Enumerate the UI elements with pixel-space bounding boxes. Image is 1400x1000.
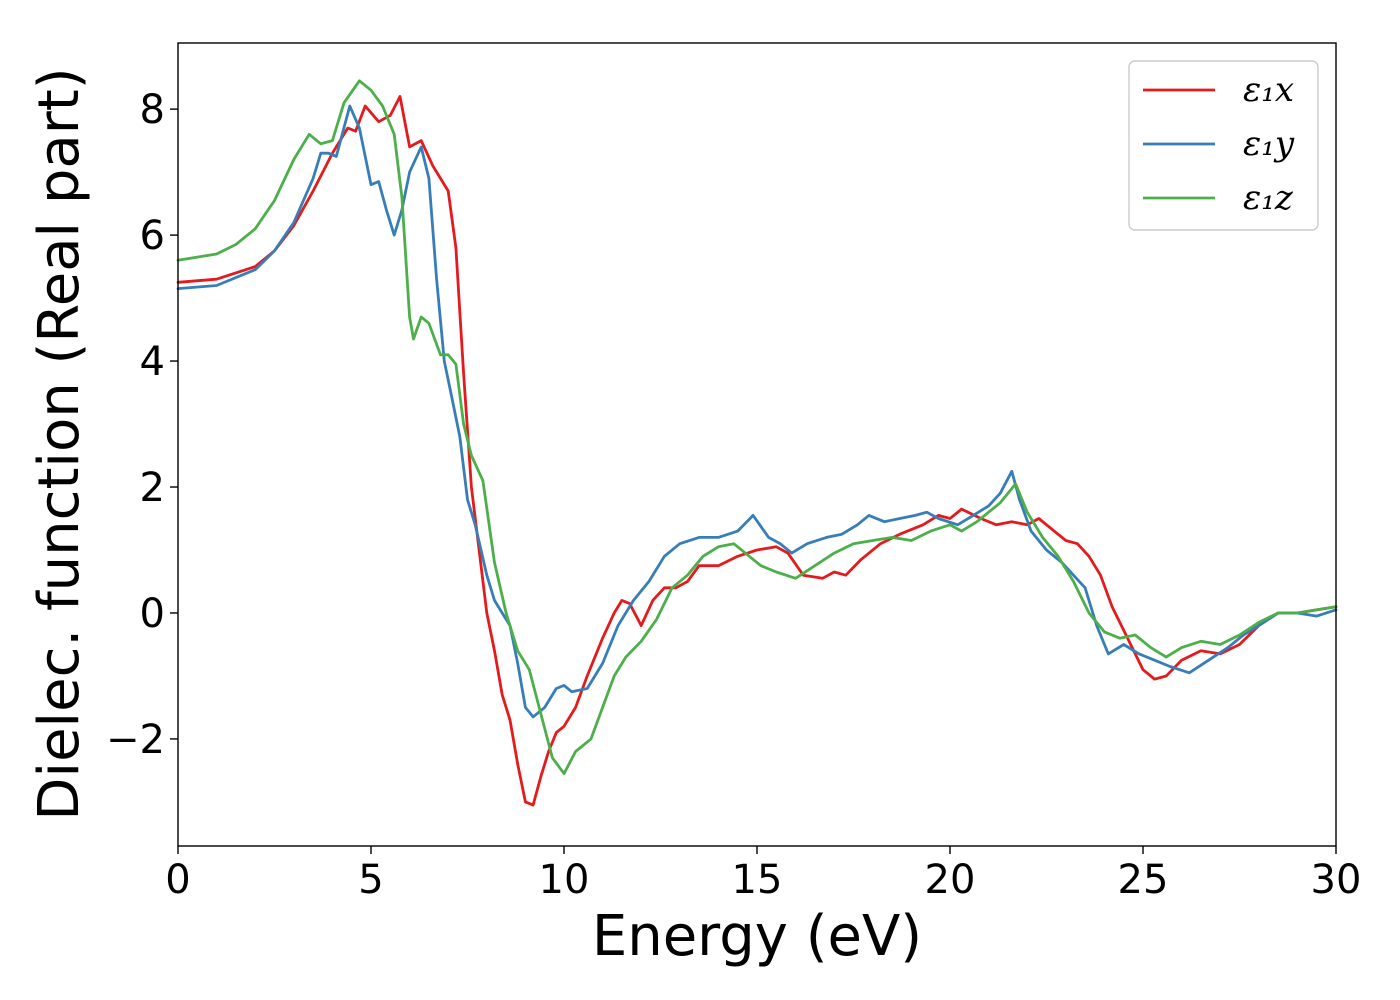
y-tick-label: 0: [140, 591, 165, 637]
x-tick-label: 20: [925, 857, 976, 903]
legend-label-2: ε₁z: [1243, 178, 1294, 218]
x-axis-title: Energy (eV): [592, 904, 922, 969]
x-tick-label: 0: [165, 857, 190, 903]
legend: ε₁x ε₁y ε₁z: [1128, 60, 1319, 231]
series-line-0: [176, 95, 1338, 807]
x-tick-label: 30: [1311, 857, 1362, 903]
y-tick-label: 8: [140, 87, 165, 133]
y-axis-title: Dielec. function (Real part): [27, 67, 92, 820]
x-tick-label: 10: [539, 857, 590, 903]
y-tick-label: −2: [106, 717, 165, 763]
y-tick-label: 6: [140, 213, 165, 259]
series-layer: [176, 79, 1338, 807]
x-tick-label: 15: [732, 857, 783, 903]
legend-box: [1128, 60, 1319, 231]
x-axis: 0 5 10 15 20 25 30: [165, 846, 1361, 903]
x-tick-label: 25: [1118, 857, 1169, 903]
x-tick-label: 5: [358, 857, 383, 903]
y-tick-label: 4: [140, 339, 165, 385]
legend-label-1: ε₁y: [1243, 124, 1295, 164]
series-line-2: [176, 79, 1338, 775]
legend-label-0: ε₁x: [1243, 70, 1294, 110]
y-tick-label: 2: [140, 465, 165, 511]
y-axis: −2 0 2 4 6 8: [106, 87, 178, 763]
